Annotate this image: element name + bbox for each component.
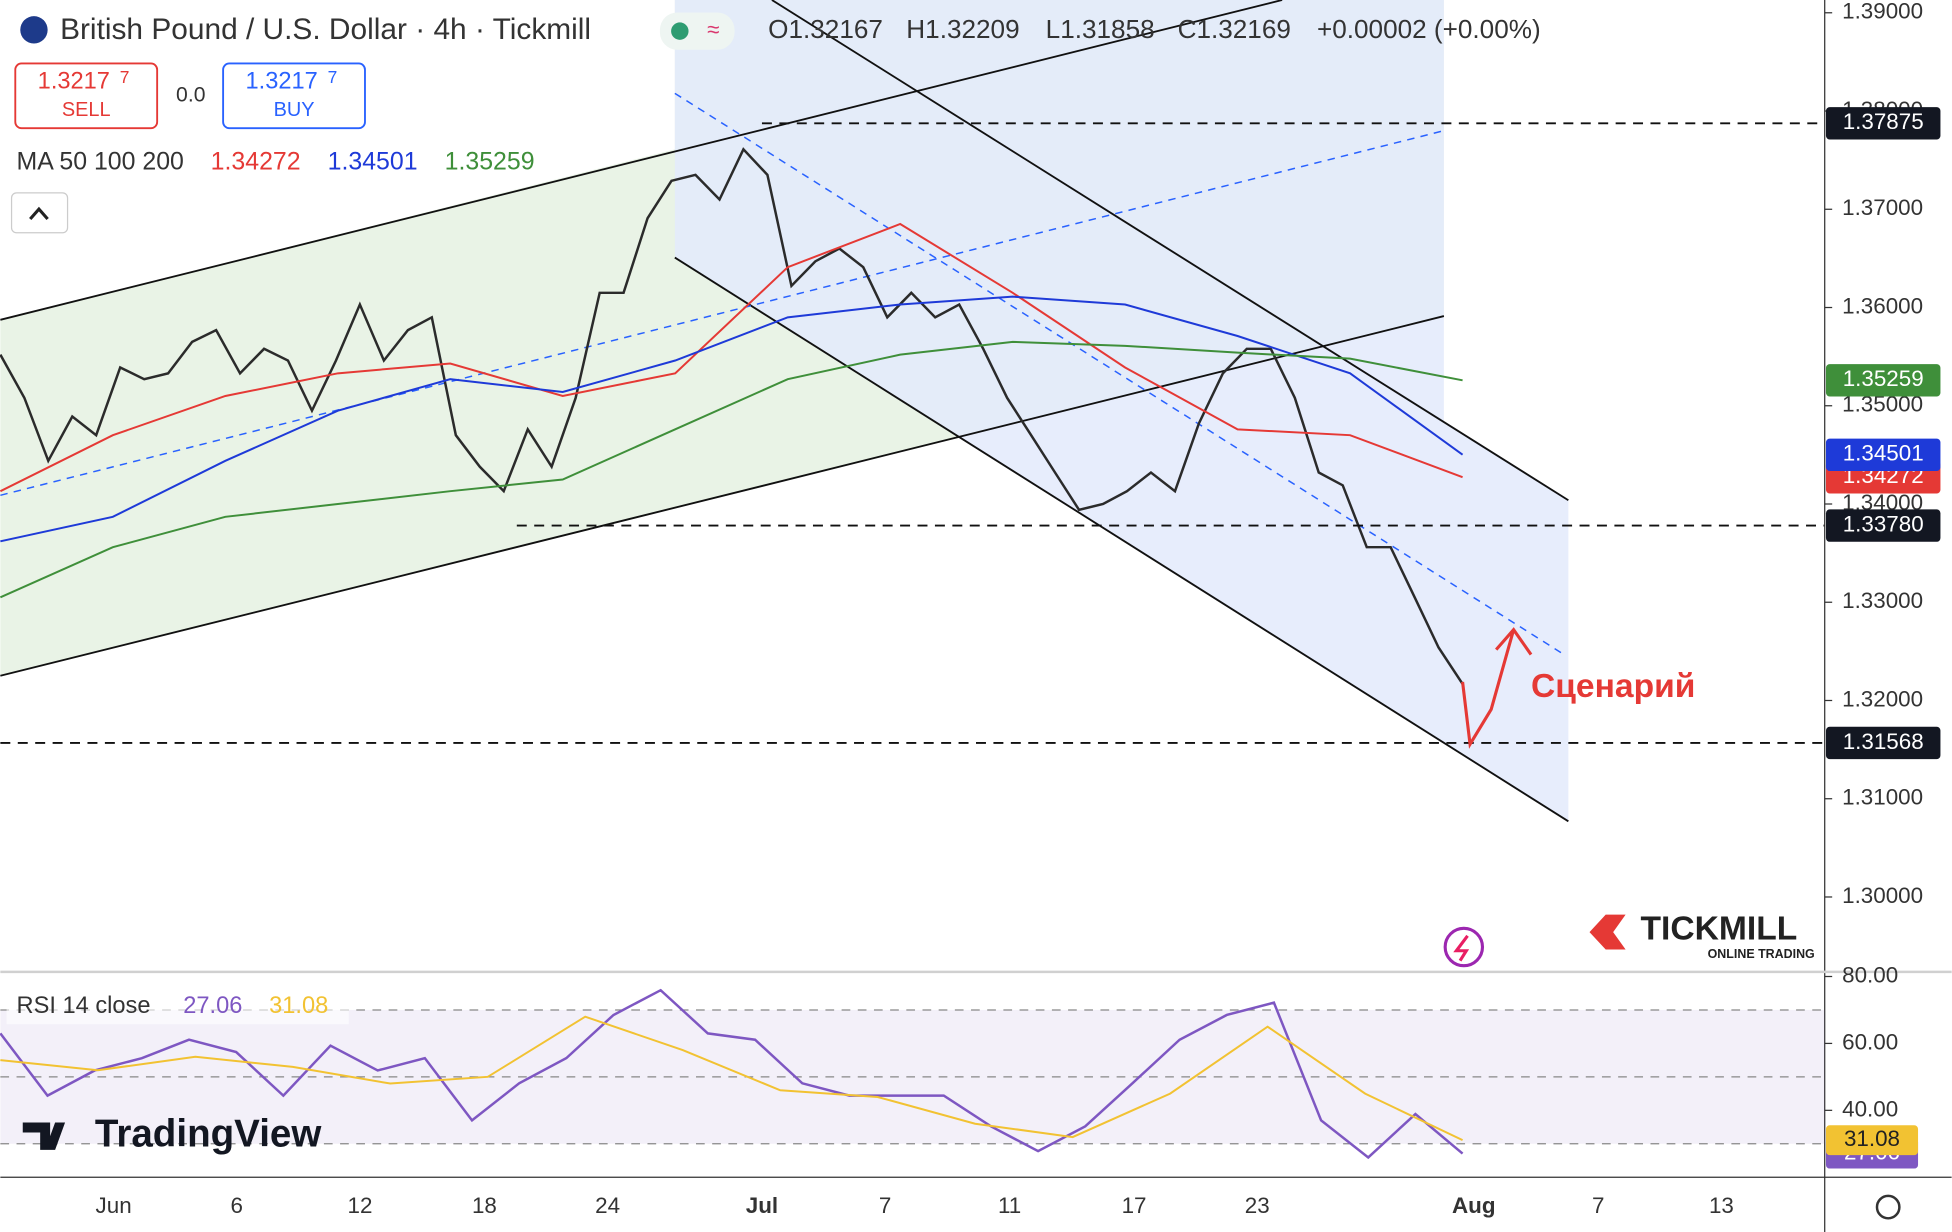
x-tick-label: Aug	[1452, 1193, 1496, 1218]
tradingview-logo	[22, 1122, 66, 1150]
sell-label: SELL	[62, 99, 111, 121]
ma-price-label: 1.34501	[1843, 441, 1924, 466]
buy-label: BUY	[274, 99, 315, 121]
ohlc-close: C1.32169	[1178, 14, 1291, 44]
series-line	[0, 295, 1464, 543]
series-line	[0, 340, 1463, 599]
descending-channel-fill	[674, 0, 1569, 822]
price-label: 1.37875	[1843, 109, 1924, 134]
flash-icon-bolt	[1453, 934, 1470, 962]
x-tick-label: 7	[879, 1193, 891, 1218]
rsi-value-label-bg	[1825, 1125, 1919, 1156]
x-tick-label: 23	[1245, 1193, 1270, 1218]
y-tick-label: 1.31000	[1842, 785, 1923, 810]
ohlc-low: L1.31858	[1046, 14, 1155, 44]
rsi-ma-value: 31.08	[269, 993, 328, 1019]
channel-line	[0, 315, 1445, 677]
y-tick-label: 1.30000	[1842, 883, 1923, 908]
series-line	[0, 988, 1464, 1160]
y-tick-label: 1.36000	[1842, 293, 1923, 318]
sell-price: 1.3217	[38, 68, 110, 94]
tickmill-watermark: TICKMILL	[1641, 911, 1798, 948]
x-tick-label: 17	[1122, 1193, 1147, 1218]
x-tick-label: 6	[231, 1193, 243, 1218]
x-tick-label: 12	[348, 1193, 373, 1218]
scenario-arrow	[1461, 627, 1533, 749]
buy-price: 1.3217	[246, 68, 318, 94]
price-label-bg	[1825, 726, 1941, 760]
y-tick-label: 1.32000	[1842, 686, 1923, 711]
ohlc-open: O1.32167	[768, 14, 883, 44]
rsi-legend-bg	[6, 989, 349, 1025]
rsi-pane: 80.00 60.00 40.00 27.06 31.08	[0, 962, 1919, 1169]
channel-line	[771, 0, 1569, 502]
market-status	[671, 22, 689, 40]
rsi-value: 27.06	[183, 993, 242, 1019]
settings-icon[interactable]	[1875, 1194, 1901, 1220]
tickmill-logo	[1589, 914, 1626, 950]
spread: 0.0	[176, 83, 205, 106]
ma-value: 1.35259	[445, 148, 535, 176]
axes: 1.390001.380001.370001.360001.350001.340…	[96, 0, 1941, 1218]
x-tick-label: 24	[595, 1193, 620, 1218]
x-tick-label: Jun	[96, 1193, 132, 1218]
tickmill-subtitle: ONLINE TRADING	[1708, 947, 1815, 961]
ma-label: MA 50 100 200	[17, 148, 184, 176]
y-tick-label: 1.39000	[1842, 0, 1923, 24]
symbol: British Pound / U.S. Dollar · 4h · Tickm…	[60, 13, 591, 46]
plot	[0, 122, 1825, 744]
ma-price-label: 1.35259	[1843, 366, 1924, 391]
buy-button[interactable]	[222, 62, 366, 130]
ohlc-change: +0.00002 (+0.00%)	[1317, 14, 1541, 44]
sell-button[interactable]	[14, 62, 159, 130]
price-label: 1.31568	[1843, 729, 1924, 754]
ma-value: 1.34272	[211, 148, 301, 176]
price-label-bg	[1825, 107, 1941, 140]
x-tick-label: 7	[1592, 1193, 1604, 1218]
channel-line	[674, 256, 1569, 823]
flash-icon[interactable]	[1443, 926, 1485, 968]
price-label: 1.33780	[1843, 512, 1924, 537]
x-tick-label: Jul	[746, 1193, 778, 1218]
price-label-bg	[1825, 509, 1941, 542]
y-tick-label: 1.37000	[1842, 195, 1923, 220]
collapse-button[interactable]	[10, 192, 69, 234]
ma-price-label-bg	[1825, 438, 1941, 471]
series-line	[0, 1015, 1464, 1142]
channel-midline	[674, 92, 1563, 654]
collapse-icon	[29, 206, 49, 221]
rsi-label: RSI 14 close	[17, 993, 151, 1019]
series-line	[0, 147, 1464, 685]
series-line	[0, 222, 1463, 493]
rsi-tick-label: 80.00	[1842, 962, 1898, 987]
status-pill	[659, 12, 735, 50]
buy-pip: 7	[328, 67, 338, 87]
channel-line	[0, 0, 1283, 321]
rsi-tick-label: 60.00	[1842, 1029, 1898, 1054]
x-tick-label: 18	[472, 1193, 497, 1218]
rsi-tick-label: 40.00	[1842, 1096, 1898, 1121]
x-tick-label: 11	[998, 1193, 1021, 1218]
annotation: Сценарий	[1531, 668, 1695, 705]
ma-value: 1.34501	[328, 148, 418, 176]
x-tick-label: 13	[1709, 1193, 1734, 1218]
status-icon: ≈	[707, 17, 719, 42]
ohlc-high: H1.32209	[906, 14, 1019, 44]
y-tick-label: 1.33000	[1842, 588, 1923, 613]
tradingview-watermark: TradingView	[95, 1112, 322, 1155]
flag-icon	[20, 16, 48, 44]
sell-pip: 7	[120, 67, 130, 87]
channel-midline	[0, 129, 1445, 497]
ma-price-label-bg	[1825, 364, 1941, 397]
rsi-value-label: 31.08	[1844, 1126, 1900, 1151]
